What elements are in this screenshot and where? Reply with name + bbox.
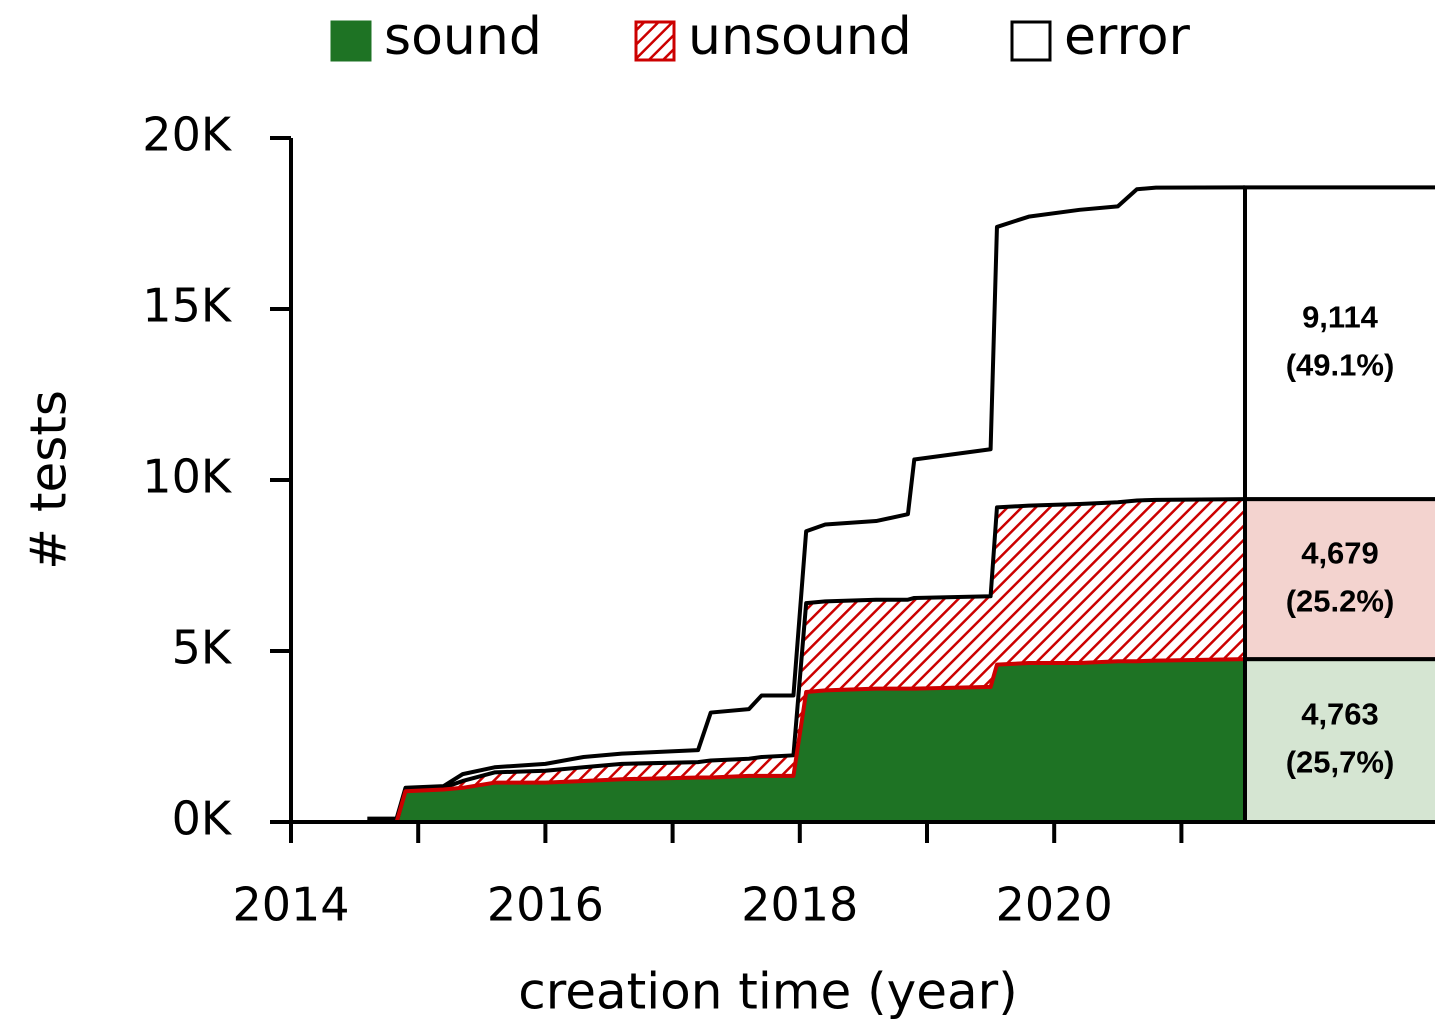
y-tick-label: 0K [172, 792, 233, 846]
legend-swatch [330, 20, 372, 62]
y-tick-label: 5K [172, 621, 233, 675]
y-tick-label: 20K [142, 108, 233, 162]
legend-swatch [634, 20, 676, 62]
x-tick-label: 2018 [741, 878, 858, 932]
total-label: 4,763 [1301, 697, 1379, 732]
area-error [367, 187, 1245, 823]
area-unsound [367, 499, 1245, 822]
total-box [1243, 497, 1435, 662]
y-tick-label: 10K [142, 450, 233, 504]
x-axis-title: creation time (year) [518, 963, 1017, 1021]
total-percent: (25.2%) [1286, 583, 1395, 618]
line-sound [367, 657, 1246, 824]
total-percent: (49.1%) [1286, 347, 1395, 382]
line-error [367, 185, 1246, 821]
legend-swatch [1010, 20, 1052, 62]
y-axis-title: # tests [20, 390, 78, 570]
x-tick-label: 2016 [487, 878, 604, 932]
x-tick-label: 2020 [996, 878, 1113, 932]
y-tick-label: 15K [142, 279, 233, 333]
total-label: 4,679 [1301, 535, 1379, 570]
line-unsound [367, 497, 1246, 824]
total-box [1243, 185, 1435, 502]
legend-label: error [1064, 7, 1191, 67]
legend-label: unsound [688, 7, 912, 67]
total-label: 9,114 [1302, 299, 1379, 334]
x-tick-label: 2014 [232, 878, 349, 932]
total-box [1243, 657, 1435, 824]
total-percent: (25,7%) [1286, 745, 1395, 780]
legend-label: sound [384, 7, 542, 67]
